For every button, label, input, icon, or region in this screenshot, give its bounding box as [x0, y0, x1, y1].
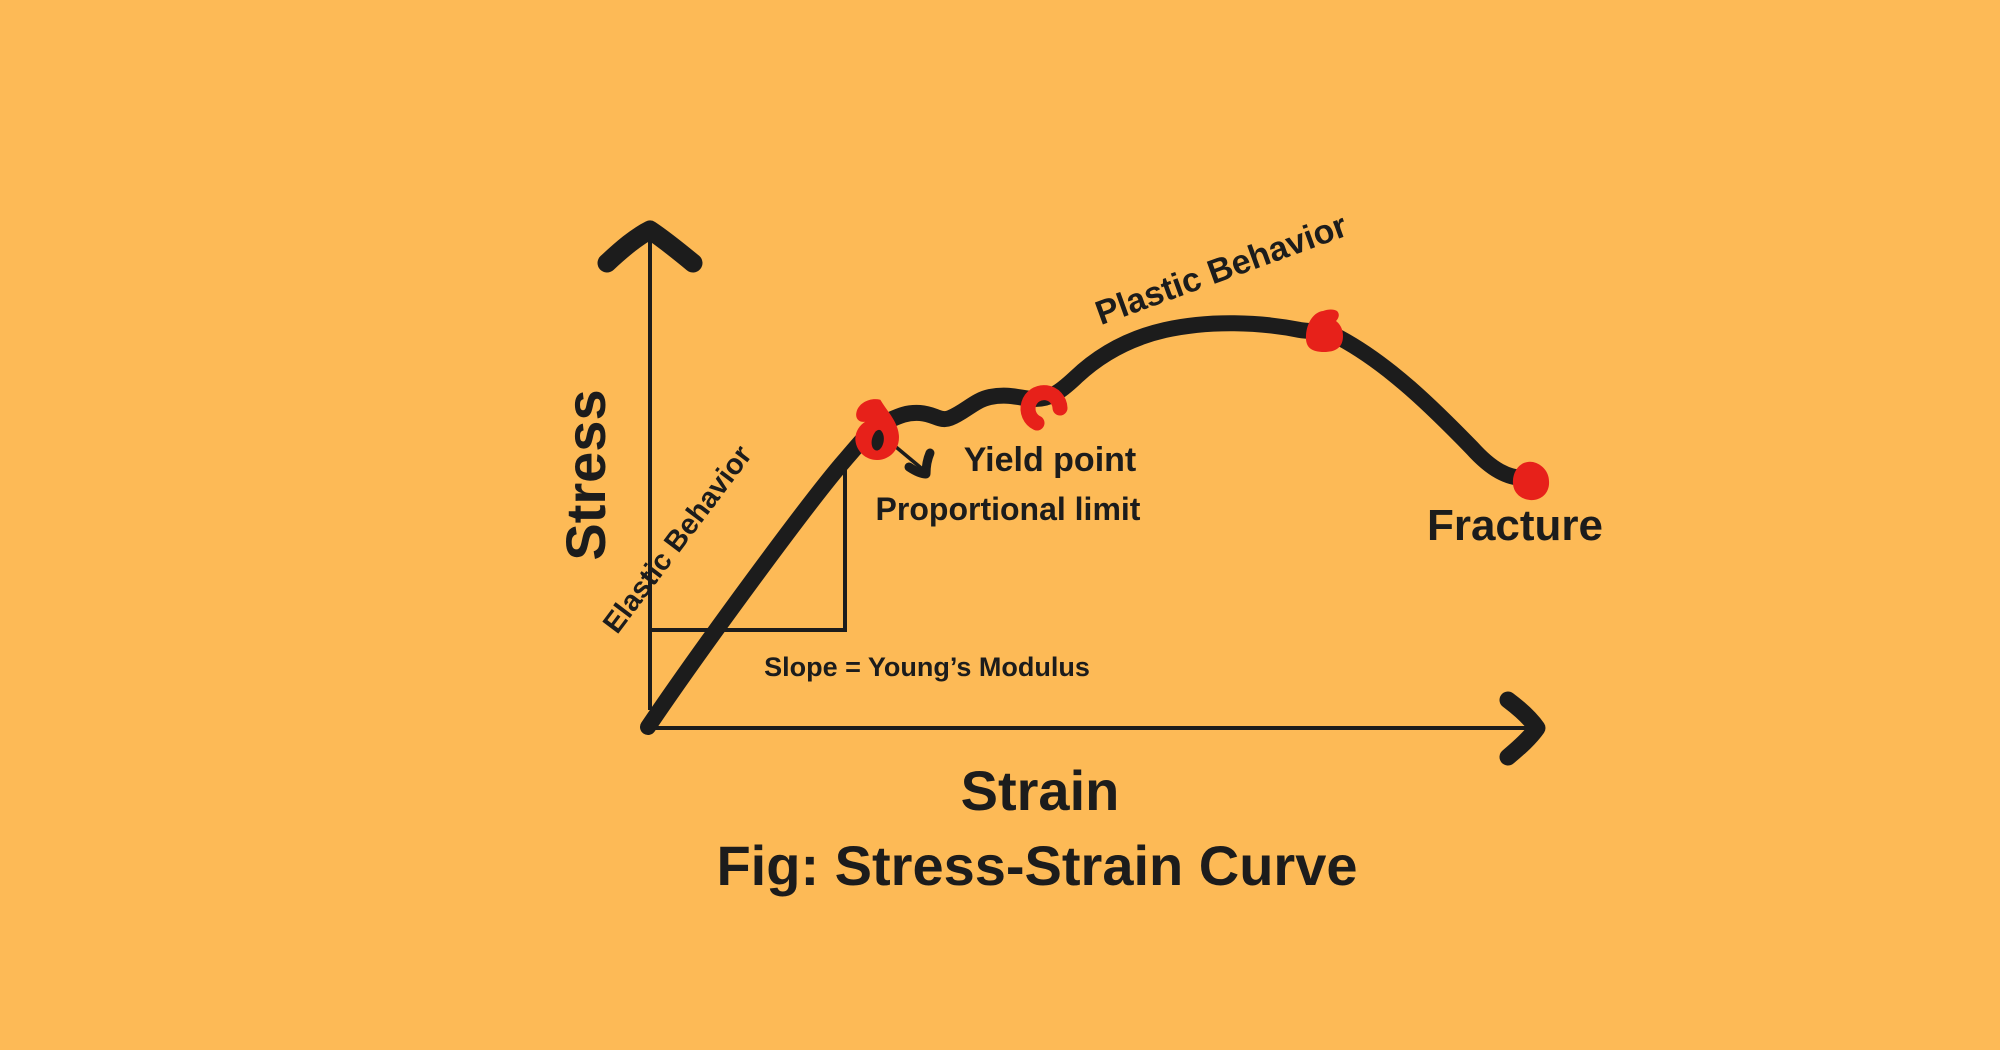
svg-text:Strain: Strain [961, 759, 1120, 822]
svg-text:Fig: Stress-Strain Curve: Fig: Stress-Strain Curve [716, 834, 1357, 897]
svg-text:Slope = Young’s Modulus: Slope = Young’s Modulus [764, 652, 1090, 682]
svg-text:Plastic Behavior: Plastic Behavior [1090, 207, 1352, 333]
svg-text:Yield point: Yield point [964, 441, 1137, 479]
svg-text:Stress: Stress [554, 389, 617, 560]
svg-text:Proportional limit: Proportional limit [876, 491, 1141, 527]
svg-text:Fracture: Fracture [1427, 501, 1603, 550]
